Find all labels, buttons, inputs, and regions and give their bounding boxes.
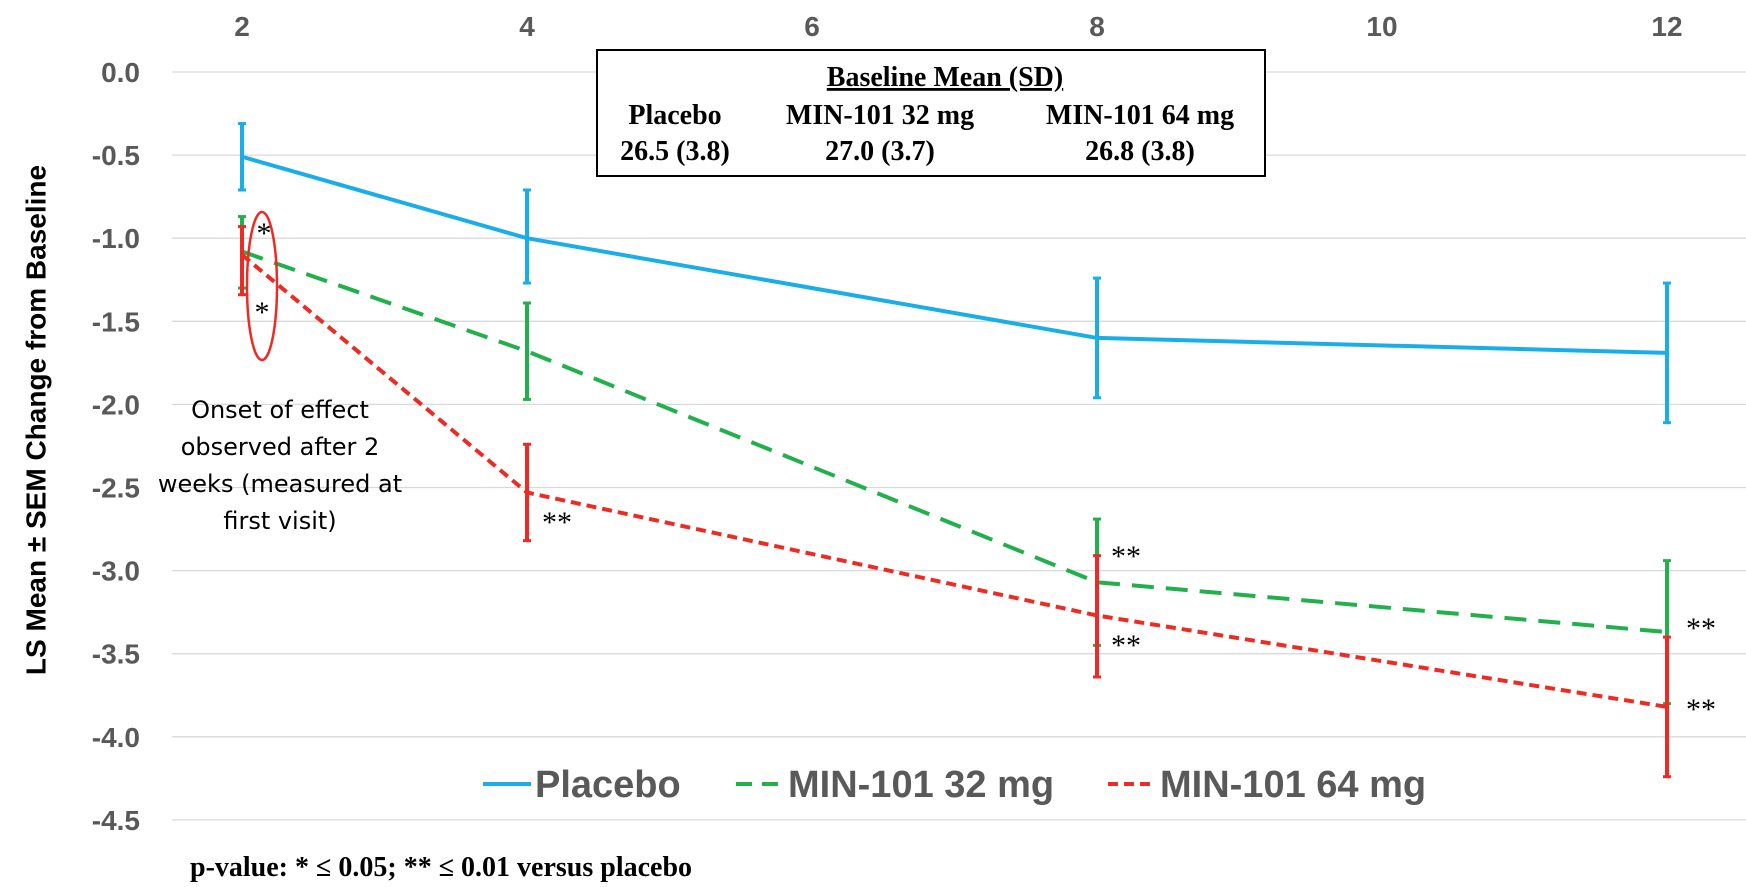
series-placebo [238, 122, 1671, 425]
sig-marker-min-101-64-mg-1: ** [542, 506, 572, 539]
x-tick-label-0: 2 [234, 11, 250, 42]
onset-annotation: Onset of effect observed after 2 weeks (… [158, 210, 402, 535]
baseline-box: Baseline Mean (SD) Placebo MIN-101 32 mg… [596, 49, 1266, 177]
onset-highlight-ellipse [245, 210, 279, 362]
x-tick-label-3: 8 [1089, 11, 1105, 42]
y-tick-label-4: -2.0 [92, 389, 140, 420]
sig-marker-min-101-32-mg-0: * [257, 217, 272, 250]
series-line-min-101-32-mg [241, 249, 1668, 635]
x-tick-label-5: 12 [1651, 11, 1682, 42]
sig-marker-min-101-64-mg-0: * [255, 296, 270, 329]
legend-label-placebo: Placebo [535, 764, 681, 806]
baseline-value-64mg: 26.8 (3.8) [1085, 136, 1195, 167]
baseline-value-32mg: 27.0 (3.7) [825, 136, 935, 167]
annotation-line-2: observed after 2 [181, 433, 380, 461]
baseline-box-title: Baseline Mean (SD) [827, 62, 1063, 93]
grid [172, 71, 1746, 821]
footnote: p-value: * ≤ 0.05; ** ≤ 0.01 versus plac… [190, 852, 692, 883]
baseline-header-32mg: MIN-101 32 mg [786, 100, 974, 131]
annotation-line-3: weeks (measured at [158, 470, 402, 498]
sig-marker-min-101-64-mg-3: ** [1686, 693, 1716, 726]
sig-marker-min-101-32-mg-3: ** [1686, 612, 1716, 645]
annotation-line-4: first visit) [223, 507, 336, 535]
y-tick-label-8: -4.0 [92, 722, 140, 753]
series-min-101-64-mg [238, 225, 1671, 779]
legend-label-min-101-32-mg: MIN-101 32 mg [788, 764, 1054, 806]
x-tick-label-2: 6 [804, 11, 820, 42]
baseline-box-frame [596, 49, 1266, 177]
baseline-header-placebo: Placebo [628, 100, 721, 131]
y-tick-label-3: -1.5 [92, 306, 140, 337]
legend-label-min-101-64-mg: MIN-101 64 mg [1160, 764, 1426, 806]
y-axis: 0.0 -0.5 -1.0 -1.5 -2.0 -2.5 -3.0 -3.5 -4.0 -4.5 [92, 57, 140, 836]
legend: Placebo MIN-101 32 mg MIN-101 64 mg [483, 764, 1426, 806]
sig-marker-min-101-64-mg-2: ** [1111, 629, 1141, 662]
y-tick-label-9: -4.5 [92, 805, 140, 836]
series-line-placebo [241, 154, 1668, 355]
annotation-line-1: Onset of effect [191, 396, 369, 424]
x-tick-label-4: 10 [1366, 11, 1397, 42]
x-axis: 2 4 6 8 10 12 [234, 11, 1682, 42]
series-line-min-101-64-mg [240, 253, 1668, 709]
y-tick-label-1: -0.5 [92, 140, 140, 171]
series-group: ************ [238, 122, 1716, 779]
y-axis-label: LS Mean ± SEM Change from Baseline [20, 165, 51, 675]
y-tick-label-6: -3.0 [92, 556, 140, 587]
baseline-header-64mg: MIN-101 64 mg [1046, 100, 1234, 131]
x-tick-label-1: 4 [519, 11, 535, 42]
y-tick-label-2: -1.0 [92, 223, 140, 254]
y-tick-label-5: -2.5 [92, 473, 140, 504]
sig-marker-min-101-32-mg-2: ** [1111, 540, 1141, 573]
y-tick-label-7: -3.5 [92, 639, 140, 670]
y-tick-label-0: 0.0 [101, 57, 140, 88]
series-min-101-32-mg [238, 215, 1671, 706]
baseline-value-placebo: 26.5 (3.8) [620, 136, 730, 167]
